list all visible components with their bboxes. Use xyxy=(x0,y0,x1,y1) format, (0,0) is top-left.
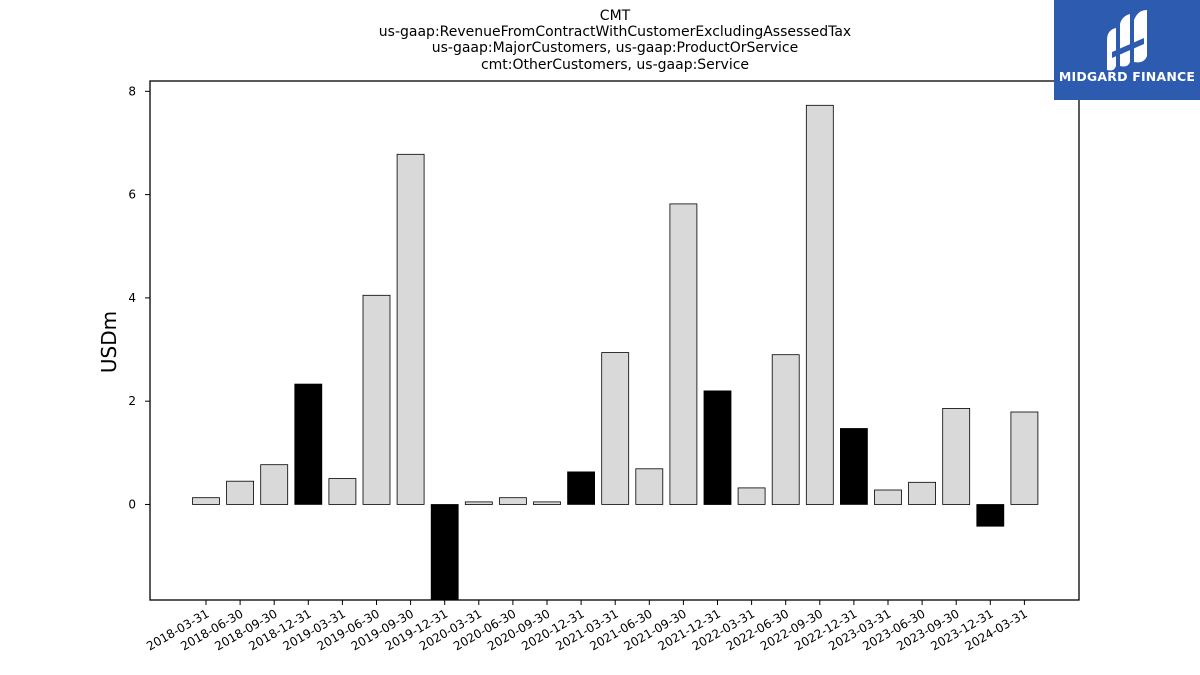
chart-title-line-4: cmt:OtherCustomers, us-gaap:Service xyxy=(481,57,749,73)
y-tick-label: 6 xyxy=(128,188,136,202)
y-axis-ticks: 0 2 4 6 8 xyxy=(128,84,150,511)
y-tick-label: 2 xyxy=(128,394,136,408)
bar-2020-06-30 xyxy=(498,497,527,505)
bar-2019-03-31 xyxy=(328,478,357,505)
bar-2022-09-30 xyxy=(805,104,834,505)
bar-2023-09-30 xyxy=(942,407,971,505)
bar-2019-09-30 xyxy=(396,153,425,505)
bar-2023-06-30 xyxy=(908,481,936,505)
bar-2018-03-31 xyxy=(192,497,220,505)
chart-title-line-1: CMT xyxy=(600,8,631,24)
bar-2023-03-31 xyxy=(874,489,902,505)
bar-2020-09-30 xyxy=(533,501,561,505)
bar-2021-09-30 xyxy=(669,203,698,505)
bar-2022-12-31 xyxy=(840,428,868,505)
logo-text: MIDGARD FINANCE xyxy=(1059,69,1195,84)
bar-2019-12-31 xyxy=(430,504,459,601)
bar-2018-09-30 xyxy=(260,464,289,505)
y-axis-label: USDm xyxy=(97,311,121,373)
bar-2022-06-30 xyxy=(771,354,800,505)
bars-group xyxy=(192,104,1039,601)
bar-2019-06-30 xyxy=(362,294,391,505)
bar-2020-12-31 xyxy=(567,471,595,505)
y-tick-label: 0 xyxy=(128,497,136,511)
bar-2022-03-31 xyxy=(737,487,766,505)
x-axis-ticks: 2018-03-312018-06-302018-09-302018-12-31… xyxy=(144,600,1030,653)
bar-2018-12-31 xyxy=(294,383,323,505)
midgard-finance-logo: MIDGARD FINANCE xyxy=(1054,0,1200,100)
y-tick-label: 4 xyxy=(128,291,136,305)
chart-title: CMT us-gaap:RevenueFromContractWithCusto… xyxy=(379,8,851,73)
y-tick-label: 8 xyxy=(128,84,136,98)
bar-2021-12-31 xyxy=(703,390,732,505)
midgard-logo-icon xyxy=(1107,10,1147,71)
bar-2021-06-30 xyxy=(635,468,664,505)
bar-2020-03-31 xyxy=(464,501,493,505)
bar-2018-06-30 xyxy=(226,480,255,505)
bar-2021-03-31 xyxy=(601,352,630,505)
bar-2023-12-31 xyxy=(976,504,1005,527)
bar-2024-03-31 xyxy=(1010,411,1039,505)
chart-title-line-3: us-gaap:MajorCustomers, us-gaap:ProductO… xyxy=(432,40,798,56)
plot-frame xyxy=(149,80,1080,601)
chart-title-line-2: us-gaap:RevenueFromContractWithCustomerE… xyxy=(379,24,851,40)
